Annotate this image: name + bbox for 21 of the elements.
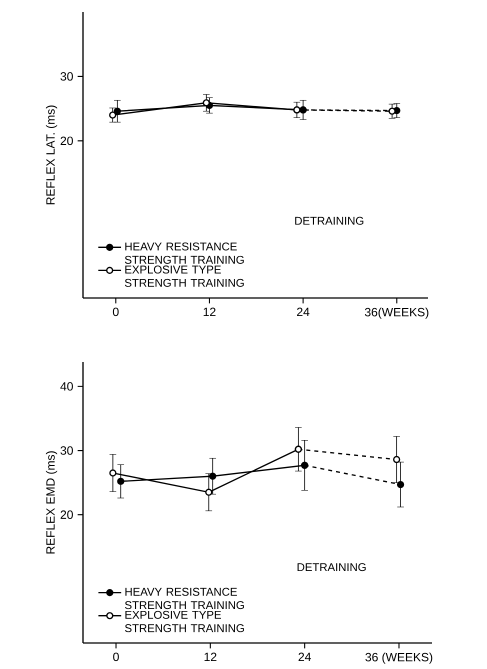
x-tick-label: 12 — [204, 652, 216, 661]
x-tick-label: 0 — [113, 652, 119, 662]
legend-label: HEAVY RESISTANCE STRENGTH TRAINING — [125, 588, 244, 610]
x-tick-label: 0 — [112, 308, 119, 316]
annotation: DETRAINING — [295, 216, 364, 225]
annotation: DETRAINING — [298, 563, 366, 572]
y-tick-label: 20 — [60, 136, 73, 146]
legend-label: EXPLOSIVE TYPE STRENGTH TRAINING — [125, 610, 244, 632]
legend-label: EXPLOSIVE TYPE STRENGTH TRAINING — [124, 266, 244, 287]
x-tick-label: 36(WEEKS) — [364, 308, 428, 319]
y-tick-label: 40 — [60, 382, 73, 391]
y-tick-label: 30 — [60, 72, 73, 81]
x-tick-label: 36 (WEEKS) — [365, 652, 432, 664]
y-tick-label: 30 — [60, 446, 73, 455]
x-tick-label: 24 — [298, 652, 311, 661]
x-tick-label: 24 — [297, 308, 310, 316]
y-axis-title: REFLEX EMD (ms) — [46, 451, 58, 554]
y-axis-title: REFLEX LAT. (ms) — [46, 106, 58, 204]
x-tick-label: 12 — [204, 308, 216, 316]
legend-label: HEAVY RESISTANCE STRENGTH TRAINING — [124, 242, 244, 264]
y-tick-label: 20 — [60, 510, 73, 519]
